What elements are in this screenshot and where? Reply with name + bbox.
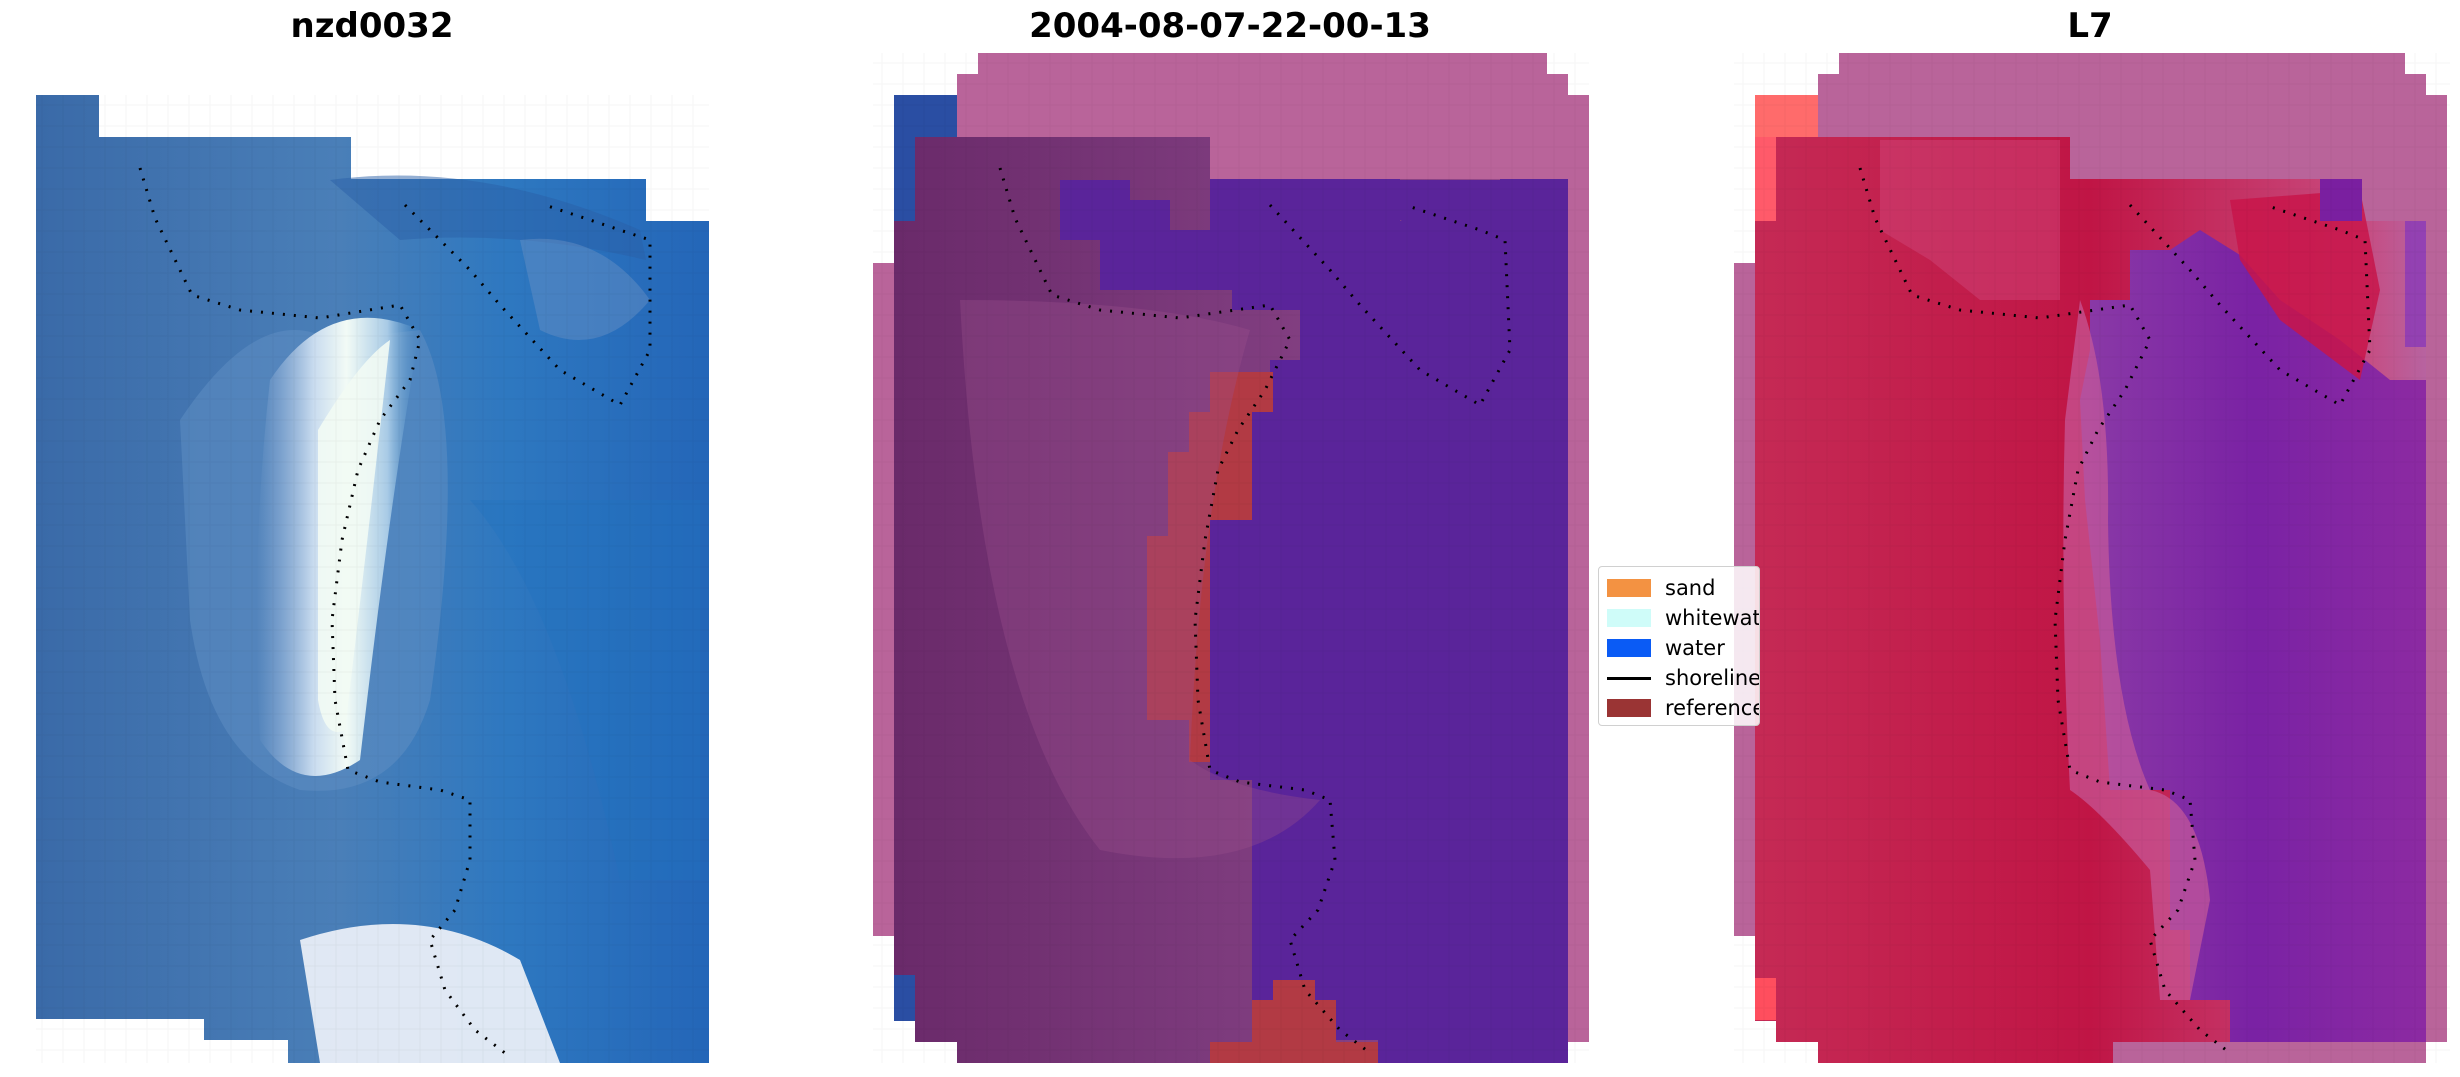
classified-image — [873, 53, 1589, 1063]
legend-label-sand: sand — [1665, 576, 1716, 600]
legend-swatch-reference — [1607, 699, 1651, 717]
legend-label-water: water — [1665, 636, 1725, 660]
legend-item-reference: reference — [1607, 693, 1760, 723]
panel-title-date: 2004-08-07-22-00-13 — [1029, 6, 1431, 46]
rgb-image — [36, 95, 709, 1063]
panel-title-rgb: nzd0032 — [290, 6, 454, 46]
legend-line-shoreline — [1607, 676, 1651, 680]
legend: sand whitewater water shoreline referenc… — [1598, 566, 1760, 726]
l7-image — [1734, 53, 2450, 1063]
legend-item-water: water — [1607, 633, 1725, 663]
panel-title-sensor: L7 — [2067, 6, 2113, 46]
legend-item-sand: sand — [1607, 573, 1715, 603]
legend-label-shoreline: shoreline — [1665, 666, 1760, 690]
shoreline-rgb — [138, 167, 506, 1055]
legend-swatch-water — [1607, 639, 1651, 657]
legend-label-reference: reference — [1665, 696, 1760, 720]
legend-item-shoreline: shoreline — [1607, 663, 1760, 693]
legend-swatch-whitewater — [1607, 609, 1651, 627]
legend-item-whitewater: whitewater — [1607, 603, 1760, 633]
legend-swatch-sand — [1607, 579, 1651, 597]
legend-label-whitewater: whitewater — [1665, 606, 1760, 630]
